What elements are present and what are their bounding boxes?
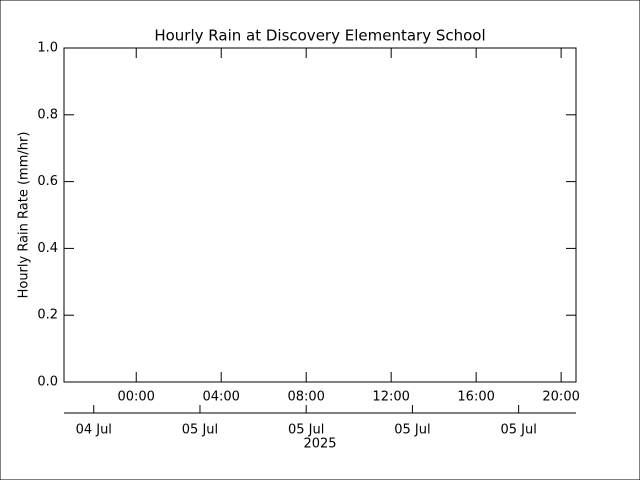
plot-frame: [63, 47, 577, 383]
y-tick-label: 0.4: [37, 241, 58, 256]
year-label: 2025: [303, 437, 336, 452]
y-tick-label: 0.2: [37, 308, 58, 323]
date-tick-label: 05 Jul: [288, 423, 324, 438]
chart-title: Hourly Rain at Discovery Elementary Scho…: [154, 27, 485, 45]
y-axis-label: Hourly Rain Rate (mm/hr): [17, 132, 32, 299]
x-tick-label: 04:00: [202, 390, 239, 405]
date-tick-label: 05 Jul: [182, 423, 218, 438]
y-tick-label: 1.0: [37, 41, 58, 56]
y-tick-label: 0.6: [37, 174, 58, 189]
y-tick-label: 0.8: [37, 107, 58, 122]
x-tick-label: 16:00: [457, 390, 494, 405]
y-tick-label: 0.0: [37, 375, 58, 390]
date-tick-label: 05 Jul: [394, 423, 430, 438]
date-tick-label: 04 Jul: [76, 423, 112, 438]
date-tick-label: 05 Jul: [500, 423, 536, 438]
x-tick-label: 12:00: [372, 390, 409, 405]
x-tick-label: 00:00: [117, 390, 154, 405]
x-tick-label: 20:00: [542, 390, 579, 405]
x-tick-label: 08:00: [287, 390, 324, 405]
